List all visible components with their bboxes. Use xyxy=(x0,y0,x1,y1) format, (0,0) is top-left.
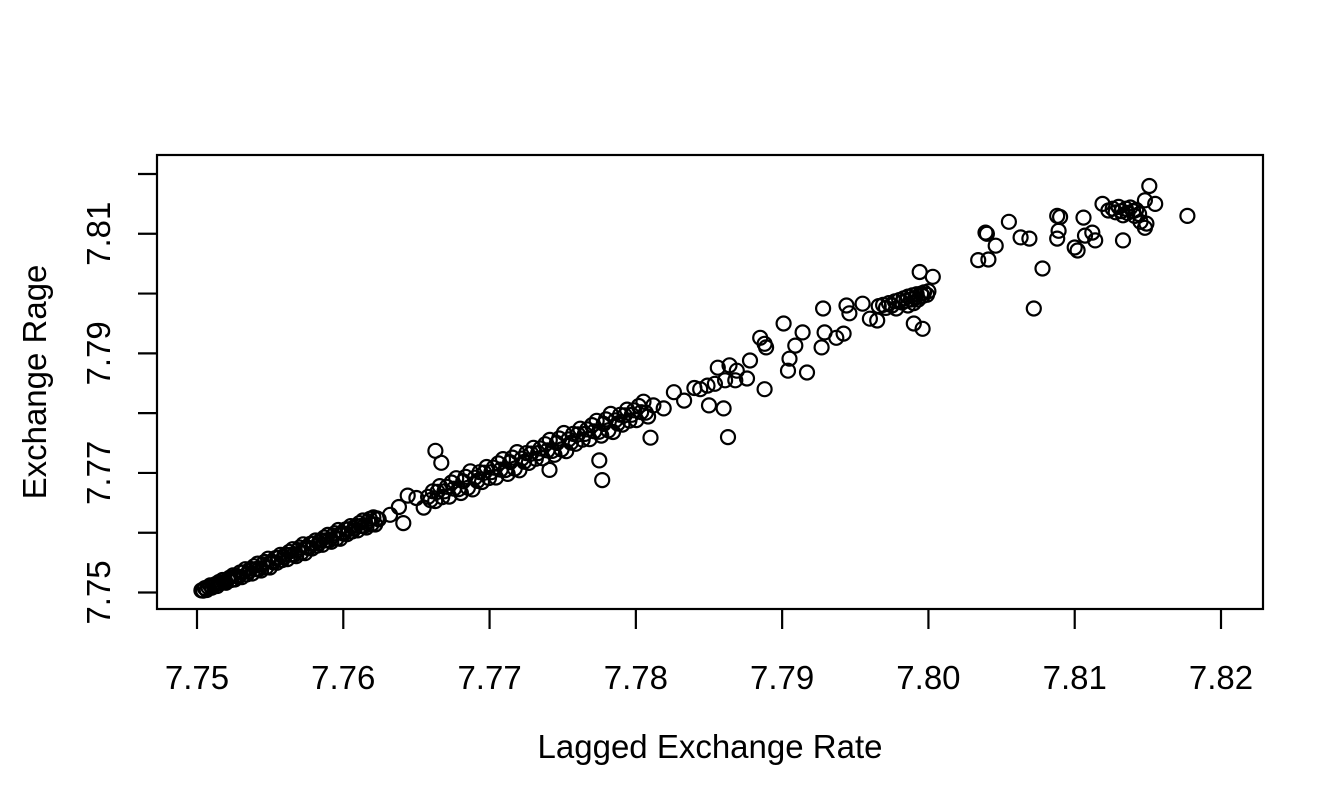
data-point xyxy=(706,375,724,392)
x-tick-label: 7.81 xyxy=(1043,659,1107,696)
x-tick-label: 7.80 xyxy=(896,659,960,696)
data-point xyxy=(798,364,816,381)
data-point xyxy=(438,478,455,495)
data-point xyxy=(579,421,596,438)
data-point xyxy=(727,372,744,389)
data-point xyxy=(861,310,879,327)
data-point xyxy=(1021,230,1038,247)
data-point xyxy=(813,339,830,356)
data-point xyxy=(920,283,937,300)
y-axis-ticks: 7.75 7.77 7.79 7.81 xyxy=(80,172,158,625)
data-point xyxy=(781,350,798,367)
x-tick-label: 7.76 xyxy=(311,659,375,696)
data-point xyxy=(494,451,512,468)
data-point xyxy=(1069,242,1086,259)
data-point xyxy=(924,268,941,285)
data-point xyxy=(838,297,855,314)
data-point xyxy=(719,429,737,446)
y-tick-label: 7.79 xyxy=(80,321,117,385)
data-point xyxy=(716,372,734,389)
data-point xyxy=(645,397,662,414)
data-point xyxy=(756,381,773,398)
x-axis-label: Lagged Exchange Rate xyxy=(538,728,883,765)
data-point xyxy=(1076,227,1094,244)
data-point xyxy=(1034,260,1051,277)
data-point xyxy=(854,295,871,312)
x-axis-ticks: 7.75 7.76 7.77 7.78 7.79 7.80 7.81 7.82 xyxy=(165,609,1253,696)
data-point xyxy=(728,362,745,379)
data-point xyxy=(532,440,549,457)
y-tick-label: 7.75 xyxy=(80,560,117,624)
data-point xyxy=(625,402,643,419)
data-point xyxy=(1141,177,1158,195)
data-point xyxy=(395,514,412,532)
data-point xyxy=(665,384,683,401)
data-point xyxy=(214,571,231,589)
x-tick-label: 7.78 xyxy=(604,659,668,696)
data-point xyxy=(541,461,558,478)
data-point xyxy=(699,377,716,394)
data-point xyxy=(980,251,997,268)
data-point xyxy=(709,359,726,376)
data-point xyxy=(541,431,558,448)
data-point xyxy=(485,459,502,476)
data-point xyxy=(1012,229,1029,246)
data-point xyxy=(655,400,672,417)
y-axis-label: Exchange Rage xyxy=(16,265,53,500)
data-point xyxy=(1114,232,1132,249)
data-point xyxy=(757,339,775,356)
data-point xyxy=(814,300,832,317)
plot-box xyxy=(155,153,1265,611)
data-point xyxy=(635,393,652,410)
data-point xyxy=(899,297,917,314)
data-point xyxy=(978,225,996,242)
data-point xyxy=(1084,224,1101,241)
data-point xyxy=(594,472,611,489)
data-point xyxy=(1179,207,1196,224)
x-tick-label: 7.82 xyxy=(1189,659,1253,696)
data-point xyxy=(787,337,804,354)
data-point xyxy=(794,324,811,341)
data-point xyxy=(914,320,931,337)
x-tick-label: 7.75 xyxy=(165,659,229,696)
data-point xyxy=(738,370,756,387)
data-point xyxy=(779,362,797,379)
data-point xyxy=(700,397,718,414)
x-tick-label: 7.79 xyxy=(750,659,814,696)
data-point xyxy=(905,315,922,332)
x-tick-label: 7.77 xyxy=(457,659,521,696)
data-point xyxy=(642,429,659,446)
data-point xyxy=(399,487,416,504)
y-tick-label: 7.77 xyxy=(80,441,117,505)
data-point xyxy=(835,325,852,342)
data-point xyxy=(1049,230,1066,247)
data-point xyxy=(591,452,608,469)
data-point xyxy=(715,400,732,417)
data-point xyxy=(675,392,693,409)
data-point xyxy=(970,252,987,269)
data-point xyxy=(1066,239,1083,256)
data-point xyxy=(987,237,1004,254)
data-point xyxy=(775,315,792,332)
data-point xyxy=(1087,232,1104,249)
data-point xyxy=(390,498,407,516)
data-point xyxy=(1025,300,1042,317)
data-point xyxy=(433,454,450,471)
data-points xyxy=(193,177,1196,599)
data-point xyxy=(1000,213,1018,230)
data-point xyxy=(1147,195,1164,212)
data-point xyxy=(741,352,759,369)
data-point xyxy=(911,263,928,281)
data-point xyxy=(1075,209,1092,226)
data-point xyxy=(841,305,858,322)
y-tick-label: 7.81 xyxy=(80,202,117,266)
data-point xyxy=(1050,222,1067,239)
data-point xyxy=(1138,215,1155,232)
data-point xyxy=(1136,192,1154,209)
